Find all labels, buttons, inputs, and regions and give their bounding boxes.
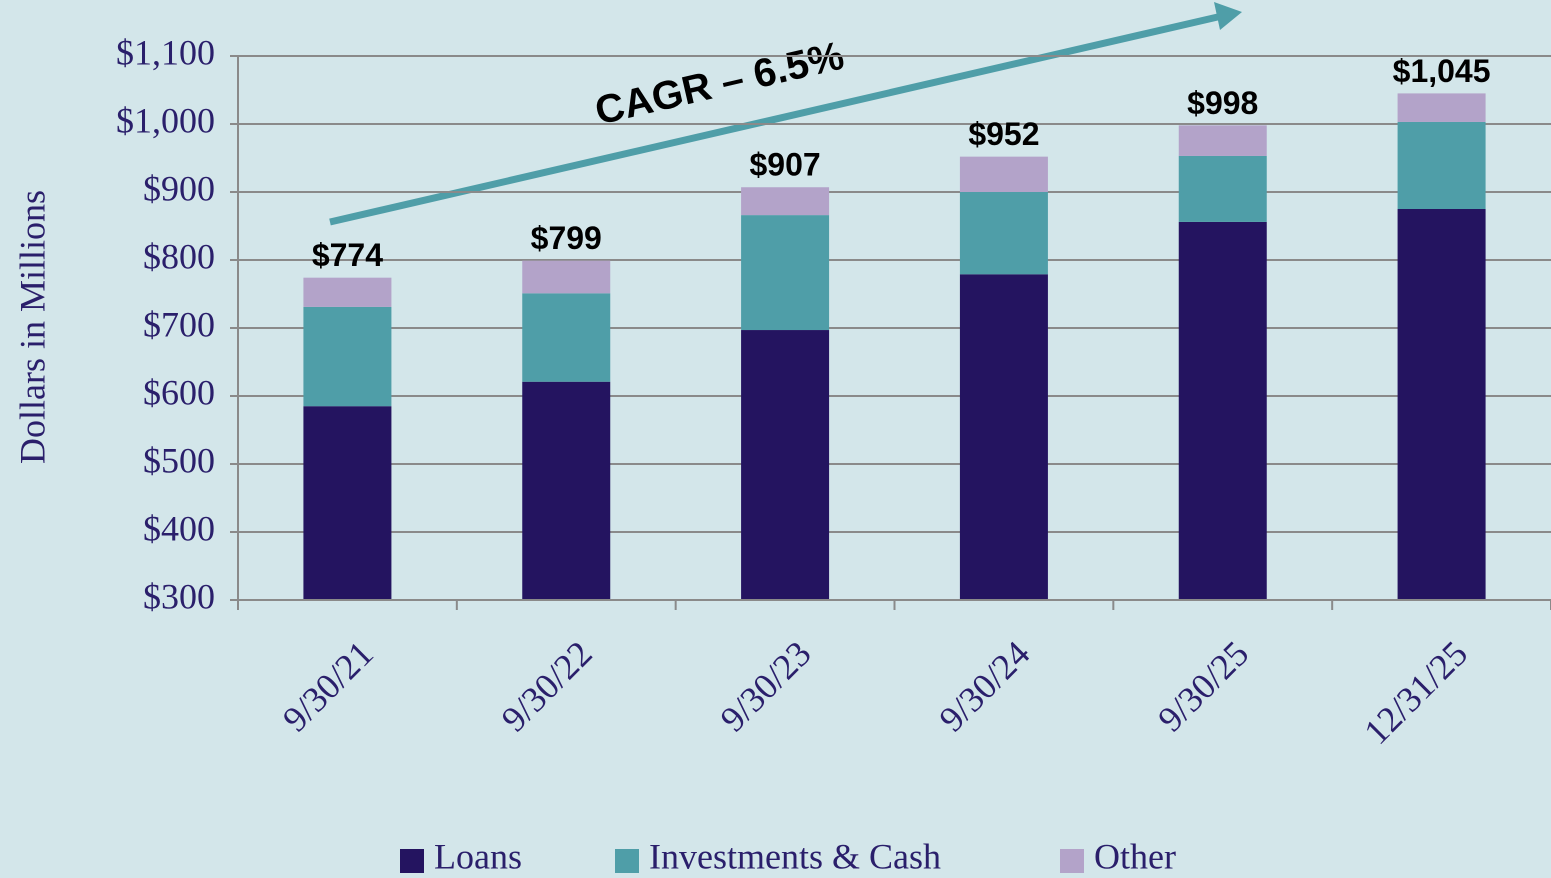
y-tick-label: $500 — [143, 440, 215, 480]
y-tick-label: $700 — [143, 304, 215, 344]
bar-segment — [303, 306, 392, 407]
total-label: $799 — [531, 220, 602, 256]
total-label: $774 — [312, 237, 383, 273]
total-label: $1,045 — [1393, 53, 1491, 89]
y-tick-label: $300 — [143, 576, 215, 616]
x-tick-label: 9/30/22 — [494, 633, 600, 739]
x-tick-label: 9/30/23 — [713, 633, 819, 739]
y-tick-label: $1,000 — [116, 100, 215, 140]
bar-segment — [522, 260, 611, 294]
bar-segment — [741, 187, 830, 216]
bar-segment — [959, 274, 1048, 600]
y-tick-label: $800 — [143, 236, 215, 276]
bar-segment — [959, 156, 1048, 192]
legend-label: Loans — [434, 836, 522, 876]
x-tick-label: 9/30/21 — [275, 633, 381, 739]
cagr-annotation: CAGR – 6.5% — [591, 34, 848, 134]
bar-segment — [1397, 209, 1486, 600]
bar-segment — [1178, 155, 1267, 222]
y-tick-label: $900 — [143, 168, 215, 208]
bar-segment — [1178, 221, 1267, 601]
total-label: $907 — [749, 147, 820, 183]
legend-swatch — [1060, 849, 1084, 873]
bar-segment — [522, 381, 611, 600]
cagr-arrow — [329, 12, 1223, 226]
legend-swatch — [400, 849, 424, 873]
total-label: $998 — [1187, 85, 1258, 121]
y-tick-label: $400 — [143, 508, 215, 548]
bar-segment — [741, 330, 830, 600]
y-axis-title: Dollars in Millions — [12, 190, 52, 464]
total-label: $952 — [968, 116, 1039, 152]
x-tick-label: 12/31/25 — [1356, 633, 1475, 752]
bar-segment — [303, 406, 392, 600]
bar-segment — [303, 277, 392, 307]
bar-segment — [1178, 125, 1267, 156]
y-tick-label: $1,100 — [116, 32, 215, 72]
legend-label: Other — [1094, 836, 1176, 876]
x-tick-label: 9/30/25 — [1150, 633, 1256, 739]
y-tick-label: $600 — [143, 372, 215, 412]
x-tick-label: 9/30/24 — [931, 633, 1037, 739]
cagr-arrow-head — [1214, 2, 1242, 30]
bar-segment — [741, 215, 830, 331]
bar-segment — [1397, 121, 1486, 209]
bar-segment — [522, 293, 611, 382]
bar-segment — [959, 192, 1048, 275]
bar-segment — [1397, 93, 1486, 122]
legend-swatch — [615, 849, 639, 873]
legend-label: Investments & Cash — [649, 836, 941, 876]
